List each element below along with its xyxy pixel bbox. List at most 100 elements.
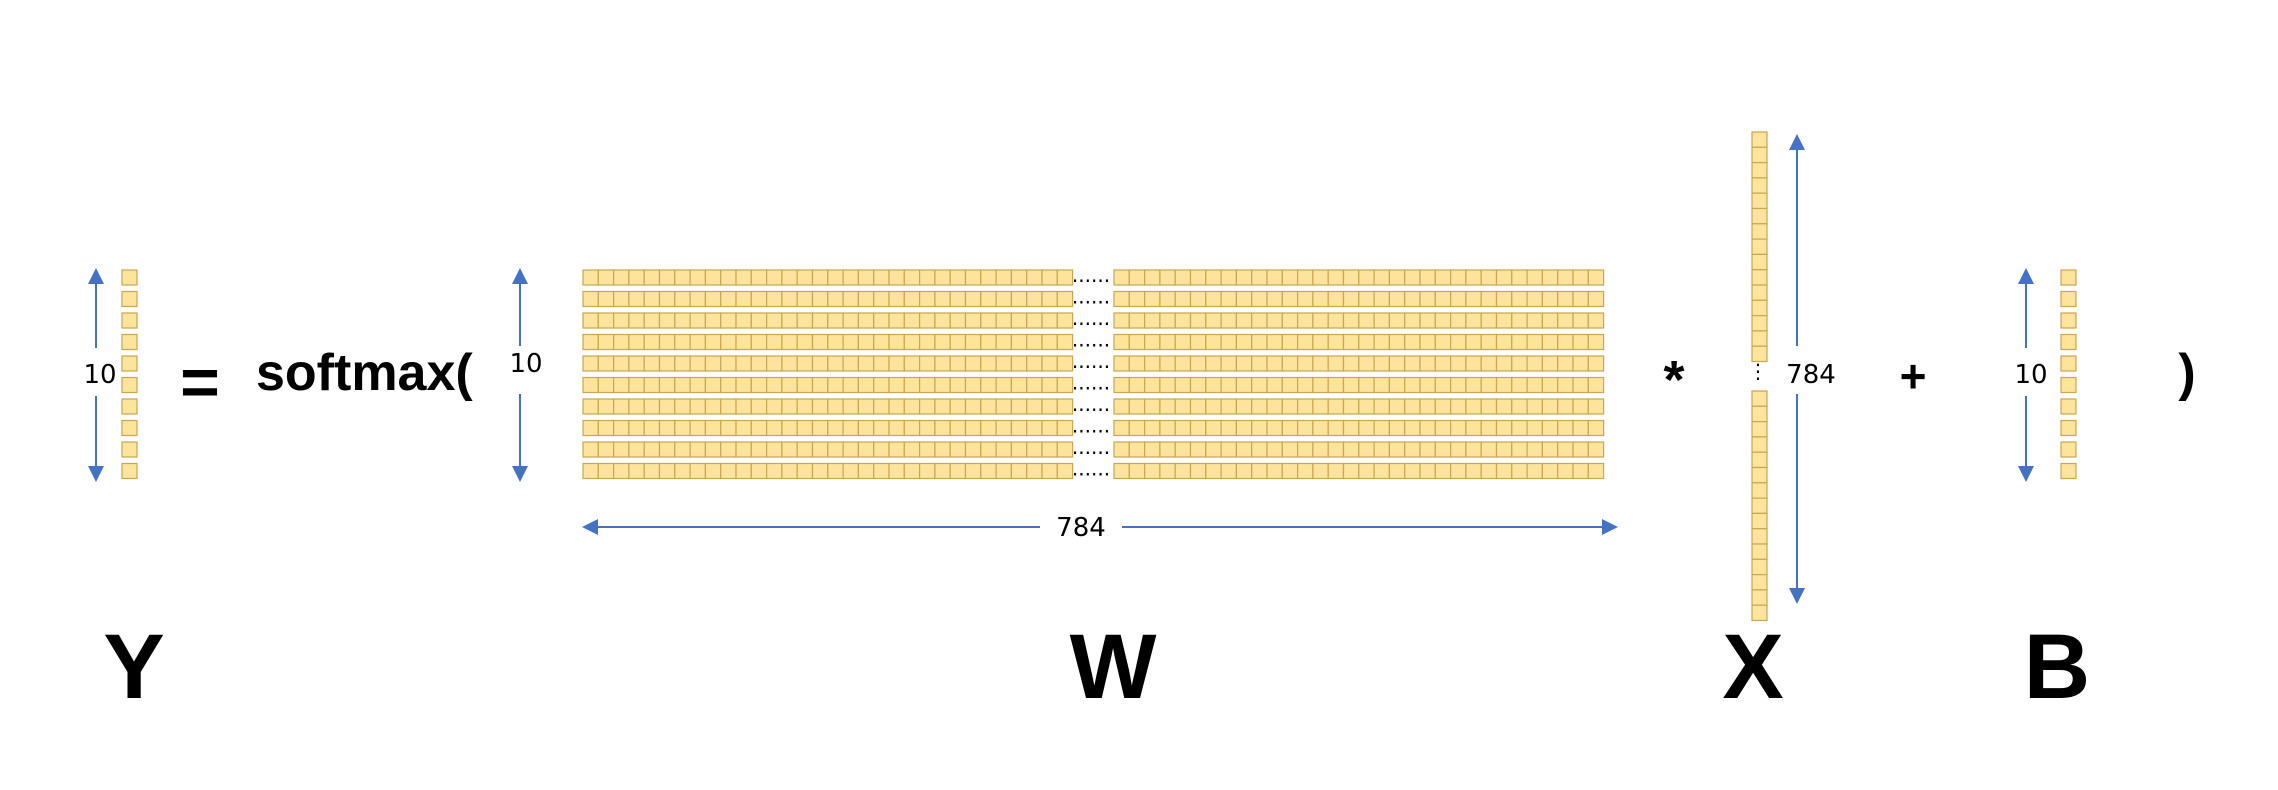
w-matrix-cell — [597, 398, 615, 415]
w-row-ellipsis: ...... — [1072, 457, 1110, 481]
w-row-ellipsis: ...... — [1072, 328, 1110, 352]
w-matrix-cell — [918, 376, 936, 394]
w-matrix-cell — [1189, 355, 1207, 372]
w-matrix-cell — [1026, 398, 1043, 415]
w-matrix-cell — [1511, 290, 1528, 308]
w-matrix-cell — [1113, 441, 1130, 458]
w-matrix-cell — [934, 269, 951, 286]
w-matrix-cell — [720, 290, 737, 308]
w-matrix-cell — [735, 419, 752, 437]
w-matrix-cell — [1235, 441, 1253, 458]
w-matrix-cell — [597, 290, 615, 308]
b-vector — [2060, 269, 2077, 480]
w-matrix-cell — [1434, 312, 1452, 329]
w-matrix-cell — [1041, 269, 1058, 286]
w-matrix-cell — [949, 419, 967, 437]
w-matrix-cell — [903, 312, 921, 329]
w-matrix-cell — [1449, 419, 1467, 437]
w-matrix-cell — [1373, 355, 1390, 372]
w-matrix-cell — [750, 398, 768, 415]
w-matrix-cell — [674, 333, 691, 351]
w-matrix-cell — [1266, 355, 1283, 372]
w-matrix-cell — [1189, 312, 1207, 329]
w-matrix-cell — [1235, 312, 1253, 329]
w-matrix-cell — [796, 333, 814, 351]
w-matrix-cell — [1557, 355, 1574, 372]
w-matrix-cell — [1511, 419, 1528, 437]
w-matrix-cell — [765, 355, 783, 372]
w-matrix-cell — [842, 312, 859, 329]
w-matrix-cell — [674, 290, 691, 308]
w-matrix-cell — [1251, 290, 1268, 308]
w-matrix-cell — [827, 419, 844, 437]
w-matrix-cell — [1205, 290, 1222, 308]
w-matrix-cell — [888, 290, 905, 308]
w-matrix-cell — [1143, 462, 1161, 480]
x-vector-cell — [1751, 330, 1768, 347]
w-matrix-cell — [1587, 312, 1605, 329]
w-matrix-cell — [857, 355, 875, 372]
w-matrix-cell — [1041, 290, 1058, 308]
w-matrix-cell — [1388, 355, 1406, 372]
w-matrix-cell — [1296, 376, 1314, 394]
w-matrix-cell — [1205, 333, 1222, 351]
w-matrix-cell — [1342, 269, 1360, 286]
x-vector-cell — [1751, 177, 1768, 194]
w-matrix-cell — [704, 290, 722, 308]
x-vector-cell — [1751, 573, 1768, 591]
w-matrix-cell — [1480, 312, 1498, 329]
w-matrix-cell — [1342, 312, 1360, 329]
w-matrix-cell — [1143, 355, 1161, 372]
w-matrix-cell — [964, 376, 982, 394]
w-matrix-cell — [1480, 376, 1498, 394]
w-matrix-cell — [597, 355, 615, 372]
x-vector-cell — [1751, 345, 1768, 363]
w-matrix-cell — [964, 290, 982, 308]
w-matrix-cell — [873, 398, 890, 415]
w-matrix-cell — [765, 462, 783, 480]
w-matrix-cell — [1026, 462, 1043, 480]
w-matrix-cell — [811, 419, 829, 437]
w-matrix-cell — [674, 419, 691, 437]
w-matrix-cell — [1480, 441, 1498, 458]
w-matrix-cell — [628, 269, 645, 286]
w-matrix-cell — [995, 376, 1012, 394]
w-matrix-cell — [1373, 290, 1390, 308]
w-matrix-cell — [1495, 462, 1513, 480]
w-matrix-cell — [1587, 419, 1605, 437]
w-matrix-cell — [964, 398, 982, 415]
w-matrix-cell — [1128, 398, 1146, 415]
x-vector-cell — [1751, 131, 1768, 148]
w-matrix-cell — [1434, 462, 1452, 480]
w-matrix-cell — [1342, 462, 1360, 480]
w-matrix-cell — [857, 441, 875, 458]
w-matrix-cell — [1296, 312, 1314, 329]
w-matrix-cell — [827, 398, 844, 415]
b-vector-cell — [2060, 355, 2077, 372]
w-matrix-cell — [980, 290, 997, 308]
w-matrix-cell — [842, 419, 859, 437]
x-label: X — [1722, 616, 1783, 718]
y-vector-cell — [121, 419, 138, 437]
w-matrix-cell — [842, 269, 859, 286]
w-matrix-cell — [888, 333, 905, 351]
w-matrix-cell — [1419, 419, 1436, 437]
w-matrix-cell — [1251, 333, 1268, 351]
w-matrix-cell — [1572, 333, 1589, 351]
w-matrix-cell — [704, 333, 722, 351]
b-rows-label: 10 — [2014, 360, 2047, 390]
x-vector-cell — [1751, 223, 1768, 240]
w-matrix-cell — [1312, 419, 1329, 437]
w-matrix-cell — [1113, 376, 1130, 394]
w-matrix-cell — [1495, 333, 1513, 351]
w-matrix-cell — [658, 441, 676, 458]
w-matrix-cell — [1041, 355, 1058, 372]
w-matrix-cell — [1419, 376, 1436, 394]
w-matrix-cell — [735, 312, 752, 329]
w-matrix-cell — [1404, 333, 1421, 351]
w-matrix-cell — [934, 312, 951, 329]
w-matrix-cell — [1235, 398, 1253, 415]
w-matrix-cell — [964, 333, 982, 351]
w-matrix-cell — [1174, 376, 1192, 394]
w-matrix-cell — [1480, 269, 1498, 286]
